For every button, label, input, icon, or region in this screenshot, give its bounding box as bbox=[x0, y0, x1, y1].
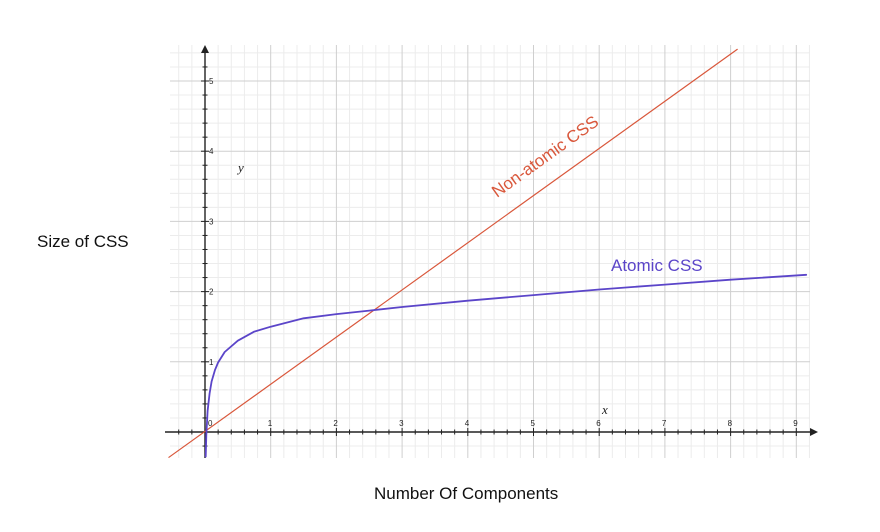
y-tick-label: 1 bbox=[209, 358, 214, 367]
tick-labels: 1 2 3 4 5 6 7 8 9 1 2 3 4 5 0 bbox=[208, 77, 798, 428]
minor-gridlines bbox=[170, 45, 810, 458]
y-tick-label: 4 bbox=[209, 147, 214, 156]
x-tick-label: 1 bbox=[268, 419, 273, 428]
series-lines bbox=[168, 48, 808, 458]
x-axis-arrow bbox=[810, 428, 818, 436]
y-tick-label: 2 bbox=[209, 288, 214, 297]
y-axis-variable-label: y bbox=[236, 160, 244, 175]
y-axis-label: Size of CSS bbox=[37, 232, 129, 251]
x-tick-label: 6 bbox=[596, 419, 601, 428]
x-tick-label: 2 bbox=[333, 419, 338, 428]
x-axis-label: Number Of Components bbox=[374, 484, 559, 503]
axes bbox=[165, 45, 818, 458]
y-axis-arrow bbox=[201, 45, 209, 53]
y-tick-label: 3 bbox=[209, 217, 214, 226]
x-tick-label: 9 bbox=[793, 419, 798, 428]
y-tick-label: 5 bbox=[209, 77, 214, 86]
x-tick-label: 7 bbox=[662, 419, 667, 428]
major-gridlines bbox=[170, 45, 810, 458]
x-tick-label: 8 bbox=[728, 419, 733, 428]
x-tick-label: 4 bbox=[465, 419, 470, 428]
x-tick-label: 3 bbox=[399, 419, 404, 428]
x-tick-label: 5 bbox=[531, 419, 536, 428]
origin-label: 0 bbox=[208, 419, 213, 428]
series-label-atomic: Atomic CSS bbox=[611, 256, 703, 275]
series-line-atomic bbox=[204, 273, 808, 458]
series-line-non-atomic bbox=[168, 48, 738, 458]
x-axis-variable-label: x bbox=[601, 402, 608, 417]
